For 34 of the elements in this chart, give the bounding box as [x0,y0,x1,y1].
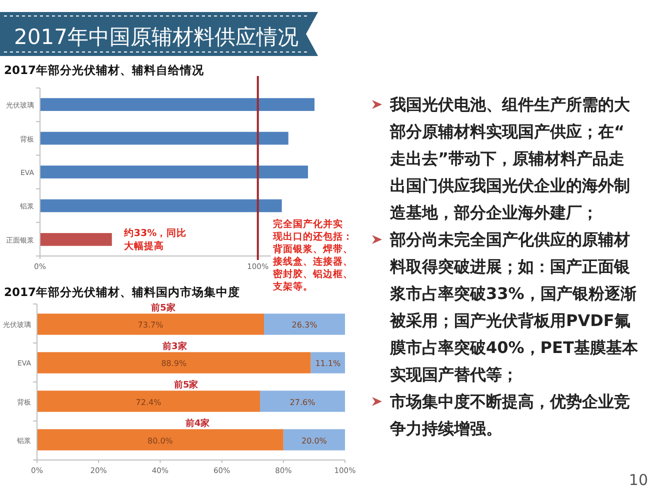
text: 10 [628,471,648,489]
data-label: 20.0% [301,436,328,446]
data-label: 73.7% [138,320,164,330]
data-label: 80.0% [147,436,174,446]
text: 我国光伏电池、组件生产所需的大部分原辅材料实现国产供应；在“走出去”带动下，原辅材料产品走出国门供应我国光伏企业的海外制造基地，部分企业海外建厂； [389,95,631,222]
data-label: 72.4% [136,398,162,407]
bar [283,429,345,450]
text: 部分尚未完全国产化供应的原辅材料取得突破进展；如：国产正面银浆市占率突破33%，国产银粉逐渐被采用；国产光伏背板用PVDF氟膜市占率突破40%，PET基膜基本实现国产替代等； [389,230,639,384]
bar [310,352,345,374]
bar [40,233,112,246]
bar [40,199,282,212]
annotation: 前5家 [172,380,198,391]
annotation: 前3家 [162,341,187,352]
bar [40,166,308,178]
data-label: 27.6% [290,398,316,407]
ref-line-label: 完全国产化并实现出口的还包括：背面银浆、焊带、接线盒、连接器、密封胶、铝边框、支架等。 [272,218,353,292]
bar [37,429,284,450]
annotation: 约33%，同比大幅提高 [122,226,187,252]
bar [37,390,260,412]
chart-subtitle: 2017年部分光伏辅材、辅料自给情况 [4,63,206,77]
text: 市场集中度不断提高，优势企业竞争力持续增强。 [389,392,630,438]
annotation: 前4家 [184,418,210,430]
bar [40,98,314,111]
data-label: 88.9% [161,359,188,368]
bar [37,314,264,335]
chart-title: 2017年部分光伏辅材、辅料国内市场集中度 [4,285,240,299]
annotation: 前5家 [150,302,176,314]
data-label: 11.1% [315,359,342,368]
bar [37,352,311,374]
bar [264,314,345,335]
chart-title: 2017年中国原辅材料供应情况 [14,25,298,49]
bar [260,390,345,412]
data-label: 26.3% [292,320,318,330]
bar [40,132,288,145]
